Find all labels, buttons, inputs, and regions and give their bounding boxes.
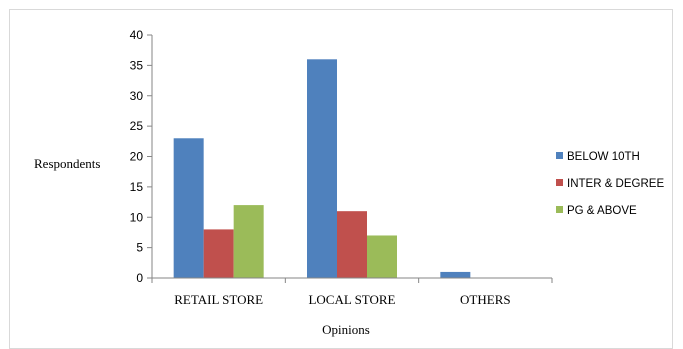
y-tick-label: 15 (130, 180, 144, 194)
bar (367, 235, 397, 278)
x-tick-label: RETAIL STORE (174, 292, 263, 307)
legend-swatch (556, 179, 563, 186)
y-tick-label: 25 (130, 119, 144, 133)
legend-swatch (556, 206, 563, 213)
y-tick-label: 40 (130, 28, 144, 42)
bar (233, 205, 264, 278)
y-axis-label: Respondents (34, 156, 100, 171)
y-tick-label: 5 (136, 241, 143, 255)
bar (337, 211, 367, 278)
y-tick-label: 35 (130, 58, 144, 72)
legend: BELOW 10TH INTER & DEGREE PG & ABOVE (556, 151, 664, 217)
bar (173, 138, 204, 278)
legend-label: PG & ABOVE (567, 205, 637, 217)
legend-label: INTER & DEGREE (567, 178, 664, 190)
x-tick-label: OTHERS (460, 292, 511, 307)
x-axis-label: Opinions (322, 322, 370, 337)
y-tick-label: 20 (130, 150, 144, 164)
y-tick-label: 10 (130, 210, 144, 224)
legend-swatch (556, 152, 563, 159)
bar (307, 59, 337, 278)
bar (440, 271, 471, 278)
plot-area: 0 5 10 15 20 25 30 35 40 RETAIL STORE LOCAL STORE O… (130, 28, 553, 307)
bar (203, 229, 234, 278)
legend-label: BELOW 10TH (567, 151, 640, 163)
x-tick-label: LOCAL STORE (308, 292, 395, 307)
y-tick-label: 30 (130, 89, 144, 103)
y-tick-label: 0 (136, 271, 143, 285)
bar-chart: 0 5 10 15 20 25 30 35 40 RETAIL STORE LOCAL STORE O… (34, 28, 664, 337)
